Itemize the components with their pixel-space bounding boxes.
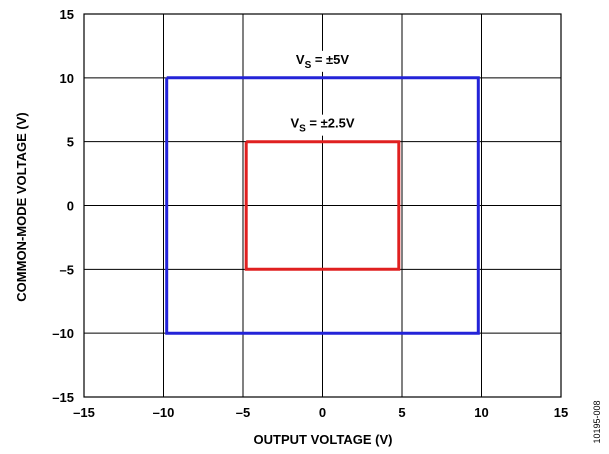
y-tick-label: 5	[67, 135, 74, 150]
x-tick-labels: –15 –10 –5 0 5 10 15	[73, 405, 568, 420]
plot-frame	[83, 13, 562, 398]
series-line-2	[244, 140, 401, 271]
y-axis-title: COMMON-MODE VOLTAGE (V)	[14, 112, 29, 301]
series-label-2: VS = ±2.5V	[290, 116, 354, 135]
x-tick-label: –15	[73, 405, 95, 420]
x-tick-label: –5	[236, 405, 250, 420]
series-label-1: VS = ±5V	[296, 52, 350, 71]
series-group	[165, 76, 480, 335]
y-tick-label: –15	[52, 390, 74, 405]
figure-id: 10195-008	[592, 400, 602, 443]
series-line-1	[165, 76, 480, 335]
x-tick-label: –10	[153, 405, 175, 420]
x-tick-label: 15	[554, 405, 568, 420]
series-label-bg	[287, 114, 358, 136]
y-tick-label: 15	[60, 7, 74, 22]
x-tick-label: 5	[398, 405, 405, 420]
y-tick-label: 10	[60, 71, 74, 86]
x-tick-label: 0	[319, 405, 326, 420]
y-tick-label: 0	[67, 199, 74, 214]
series-label-bg	[292, 50, 353, 72]
y-tick-labels: –15 –10 –5 0 5 10 15	[52, 7, 74, 405]
y-tick-label: –5	[60, 262, 74, 277]
y-tick-label: –10	[52, 326, 74, 341]
x-axis-title: OUTPUT VOLTAGE (V)	[254, 432, 393, 447]
series-labels: VS = ±5V VS = ±2.5V	[287, 50, 358, 136]
x-tick-label: 10	[474, 405, 488, 420]
